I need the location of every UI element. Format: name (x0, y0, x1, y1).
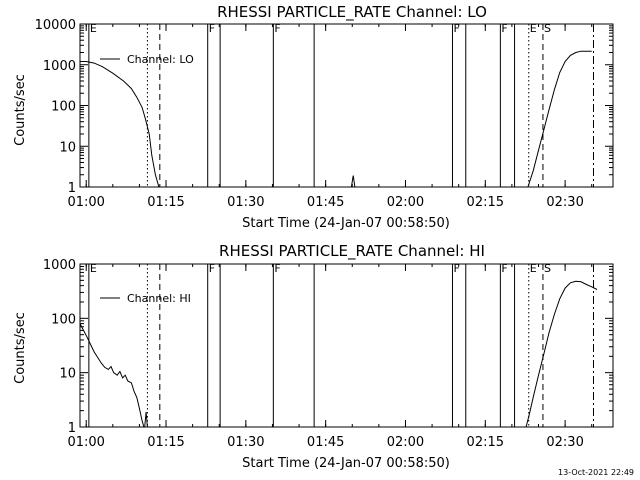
event-marker-label: E (90, 262, 97, 275)
x-tick-label: 01:00 (67, 435, 104, 450)
event-marker-label: F (209, 22, 215, 35)
event-marker-label: S (544, 262, 551, 275)
y-tick-label: 10 (59, 367, 76, 382)
chart-title: RHESSI PARTICLE_RATE Channel: LO (217, 3, 487, 22)
event-marker-label: E (90, 22, 97, 35)
series-line (79, 323, 145, 428)
chart-panel-hi: RHESSI PARTICLE_RATE Channel: HI Counts/… (13, 242, 614, 471)
chart-title: RHESSI PARTICLE_RATE Channel: HI (219, 242, 485, 261)
event-marker-label: S (544, 22, 551, 35)
event-marker-label: F (453, 262, 459, 275)
series-line (80, 61, 160, 188)
x-tick-label: 01:45 (307, 195, 344, 210)
legend-label: Channel: HI (127, 292, 191, 305)
y-axis-label: Counts/sec (13, 312, 28, 384)
x-tick-label: 02:15 (467, 195, 504, 210)
x-axis-label: Start Time (24-Jan-07 00:58:50) (242, 456, 450, 471)
x-tick-label: 01:15 (147, 435, 184, 450)
y-axis-label: Counts/sec (13, 74, 28, 146)
x-tick-label: 01:00 (67, 195, 104, 210)
y-tick-label: 100 (51, 100, 76, 115)
y-tick-label: 100 (51, 312, 76, 327)
chart-panel-lo: RHESSI PARTICLE_RATE Channel: LO Counts/… (13, 3, 614, 231)
plot-frame (79, 23, 614, 188)
plot-frame (79, 263, 614, 428)
series-line (525, 280, 598, 428)
x-tick-label: 02:30 (546, 195, 583, 210)
footer-timestamp: 13-Oct-2021 22:49 (558, 468, 634, 477)
y-tick-label: 1 (68, 421, 76, 436)
event-marker-label: F (274, 262, 280, 275)
y-tick-label: 10000 (35, 18, 76, 33)
x-axis-label: Start Time (24-Jan-07 00:58:50) (242, 216, 450, 231)
event-marker-label: F (274, 22, 280, 35)
x-tick-label: 01:45 (307, 435, 344, 450)
x-tick-label: 01:30 (227, 435, 264, 450)
y-tick-label: 1000 (43, 258, 76, 273)
x-tick-label: 02:15 (467, 435, 504, 450)
y-tick-label: 1 (68, 181, 76, 196)
series-line (527, 50, 592, 188)
series-line (350, 175, 356, 188)
x-tick-label: 02:30 (546, 435, 583, 450)
x-tick-label: 02:00 (387, 435, 424, 450)
event-marker-label: F (501, 262, 507, 275)
event-marker-label: F (453, 22, 459, 35)
legend-label: Channel: LO (127, 53, 194, 66)
y-tick-label: 10 (59, 140, 76, 155)
event-marker-label: F (501, 22, 507, 35)
x-tick-label: 02:00 (387, 195, 424, 210)
series-line (144, 411, 148, 428)
event-marker-label: F (209, 262, 215, 275)
y-tick-label: 1000 (43, 59, 76, 74)
event-marker-label: E (530, 22, 537, 35)
x-tick-label: 01:30 (227, 195, 264, 210)
event-marker-label: E (530, 262, 537, 275)
x-tick-label: 01:15 (147, 195, 184, 210)
